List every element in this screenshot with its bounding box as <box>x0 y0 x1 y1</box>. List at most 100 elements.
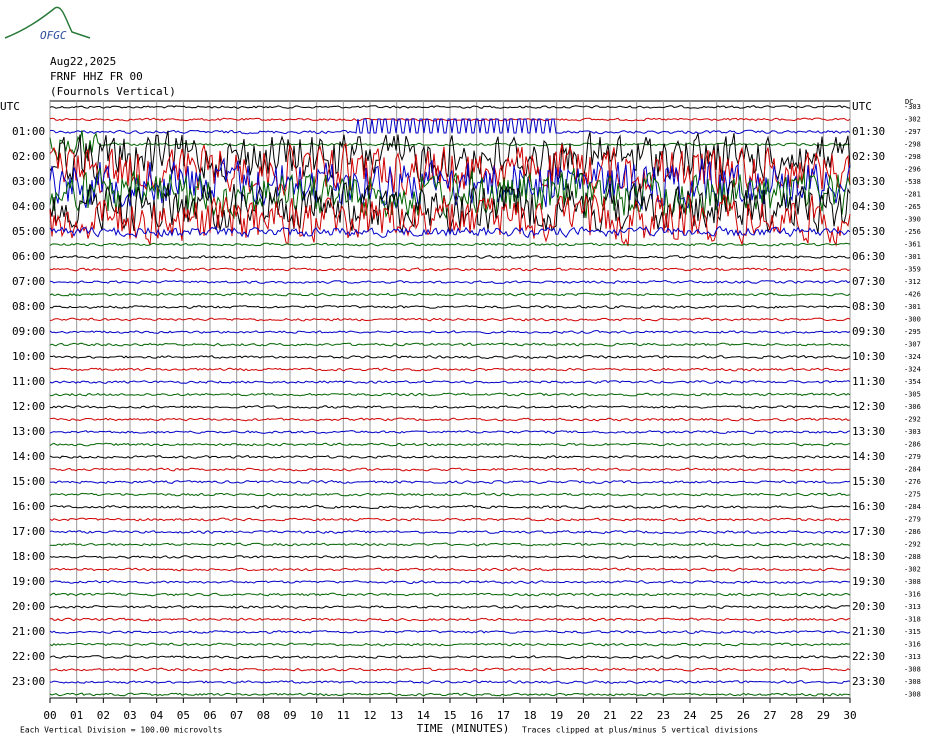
x-tick-label: 26 <box>737 709 750 722</box>
dc-offset: -300 <box>904 316 921 324</box>
right-label: 14:30 <box>852 450 885 463</box>
x-tick-label: 23 <box>657 709 670 722</box>
trace <box>49 317 851 322</box>
dc-offset: -284 <box>904 503 921 511</box>
dc-offset: -313 <box>904 653 921 661</box>
clip-note: Traces clipped at plus/minus 5 vertical … <box>522 726 758 735</box>
dc-offset: -313 <box>904 603 921 611</box>
dc-offset: -286 <box>904 528 921 536</box>
left-label: 11:00 <box>12 375 45 388</box>
right-label: 23:30 <box>852 675 885 688</box>
x-tick-label: 20 <box>577 709 590 722</box>
x-tick-label: 09 <box>283 709 296 722</box>
right-label: 03:30 <box>852 175 885 188</box>
trace <box>49 517 851 522</box>
trace <box>49 605 851 609</box>
dc-offset: -359 <box>904 266 921 274</box>
right-label: 08:30 <box>852 300 885 313</box>
right-label: 12:30 <box>852 400 885 413</box>
trace <box>49 679 851 685</box>
dc-offset: -361 <box>904 241 921 249</box>
left-label: 01:00 <box>12 125 45 138</box>
x-tick-label: 10 <box>310 709 323 722</box>
left-label: 03:00 <box>12 175 45 188</box>
x-tick-label: 25 <box>710 709 723 722</box>
trace <box>49 567 851 572</box>
x-tick-label: 17 <box>497 709 510 722</box>
trace <box>49 292 851 297</box>
x-tick-label: 07 <box>230 709 243 722</box>
dc-offset: -288 <box>904 553 921 561</box>
dc-offset: -538 <box>904 178 921 186</box>
trace <box>50 392 851 397</box>
right-label: 21:30 <box>852 625 885 638</box>
left-label: 04:00 <box>12 200 45 213</box>
trace <box>49 617 851 622</box>
trace <box>49 530 851 535</box>
trace <box>49 142 851 197</box>
trace <box>49 580 850 585</box>
left-label: 02:00 <box>12 150 45 163</box>
right-label: 20:30 <box>852 600 885 613</box>
dc-offset: -279 <box>904 516 921 524</box>
station: FRNF HHZ FR 00 <box>50 70 143 83</box>
trace <box>49 380 851 384</box>
trace <box>49 367 851 372</box>
dc-offset: -324 <box>904 353 921 361</box>
left-label: 18:00 <box>12 550 45 563</box>
left-label: 08:00 <box>12 300 45 313</box>
trace <box>49 330 851 335</box>
trace <box>49 305 851 309</box>
dc-offset: -303 <box>904 103 921 111</box>
left-label: 21:00 <box>12 625 45 638</box>
dc-offset: -265 <box>904 203 921 211</box>
right-label: 05:30 <box>852 225 885 238</box>
trace <box>49 455 851 459</box>
dc-offset: -354 <box>904 378 921 386</box>
trace <box>49 430 851 435</box>
left-label: 10:00 <box>12 350 45 363</box>
x-tick-label: 16 <box>470 709 483 722</box>
trace <box>49 255 851 259</box>
left-label: 19:00 <box>12 575 45 588</box>
trace <box>49 442 851 447</box>
x-tick-label: 28 <box>790 709 803 722</box>
dc-offset: -302 <box>904 116 921 124</box>
dc-offset: -305 <box>904 391 921 399</box>
right-label: 01:30 <box>852 125 885 138</box>
x-tick-label: 04 <box>150 709 164 722</box>
x-tick-label: 00 <box>43 709 56 722</box>
left-label: 07:00 <box>12 275 45 288</box>
trace <box>49 267 851 272</box>
right-label: UTC <box>852 100 872 113</box>
trace <box>49 193 851 247</box>
dc-offset: -308 <box>904 678 921 686</box>
right-label: 04:30 <box>852 200 885 213</box>
dc-offset: -308 <box>904 666 921 674</box>
right-label: 02:30 <box>852 150 885 163</box>
left-label: 14:00 <box>12 450 45 463</box>
dc-offset: -324 <box>904 366 921 374</box>
dc-offset: -308 <box>904 691 921 699</box>
left-label: 20:00 <box>12 600 45 613</box>
dc-offset: -298 <box>904 141 921 149</box>
trace <box>49 242 851 247</box>
trace <box>49 118 851 135</box>
right-label: 11:30 <box>852 375 885 388</box>
trace <box>49 467 851 472</box>
right-label: 15:30 <box>852 475 885 488</box>
right-label: 06:30 <box>852 250 885 263</box>
x-tick-label: 24 <box>683 709 697 722</box>
trace <box>49 105 851 109</box>
dc-offset: -303 <box>904 428 921 436</box>
x-tick-label: 14 <box>417 709 431 722</box>
trace <box>49 417 851 422</box>
x-tick-label: 15 <box>443 709 456 722</box>
right-label: 13:30 <box>852 425 885 438</box>
x-tick-label: 11 <box>337 709 350 722</box>
dc-offset: -296 <box>904 166 921 174</box>
right-label: 19:30 <box>852 575 885 588</box>
left-label: 15:00 <box>12 475 45 488</box>
dc-offset: -275 <box>904 491 921 499</box>
